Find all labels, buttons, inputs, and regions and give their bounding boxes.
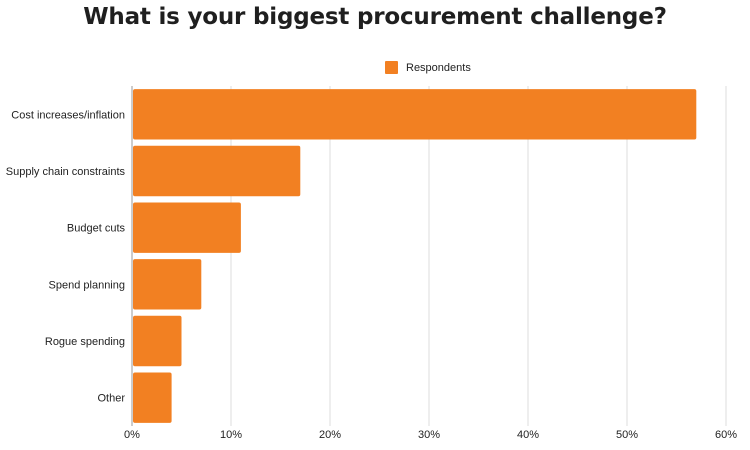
category-labels: Cost increases/inflation Supply chain con… xyxy=(6,109,126,404)
bar xyxy=(133,315,182,367)
legend-swatch xyxy=(385,61,398,74)
bar xyxy=(133,202,241,253)
bar xyxy=(133,259,202,310)
x-tick-label: 40% xyxy=(517,429,539,441)
legend: Respondents xyxy=(385,61,471,74)
category-label: Other xyxy=(97,393,125,405)
bar xyxy=(133,89,697,140)
chart-title: What is your biggest procurement challen… xyxy=(83,4,667,30)
category-label: Rogue spending xyxy=(45,336,125,348)
x-tick-labels: 0% 10% 20% 30% 40% 50% 60% xyxy=(124,429,737,441)
bar xyxy=(133,372,172,423)
bar xyxy=(133,145,301,197)
category-label: Spend planning xyxy=(49,279,125,291)
x-tick-label: 30% xyxy=(418,429,440,441)
x-tick-label: 50% xyxy=(616,429,638,441)
category-label: Cost increases/inflation xyxy=(11,109,125,121)
x-tick-label: 10% xyxy=(220,429,242,441)
category-label: Budget cuts xyxy=(67,223,126,235)
category-label: Supply chain constraints xyxy=(6,166,126,178)
x-tick-label: 60% xyxy=(715,429,737,441)
x-tick-label: 20% xyxy=(319,429,341,441)
x-tick-label: 0% xyxy=(124,429,140,441)
gridlines xyxy=(230,86,727,426)
legend-label: Respondents xyxy=(406,61,471,74)
bars xyxy=(133,89,697,423)
